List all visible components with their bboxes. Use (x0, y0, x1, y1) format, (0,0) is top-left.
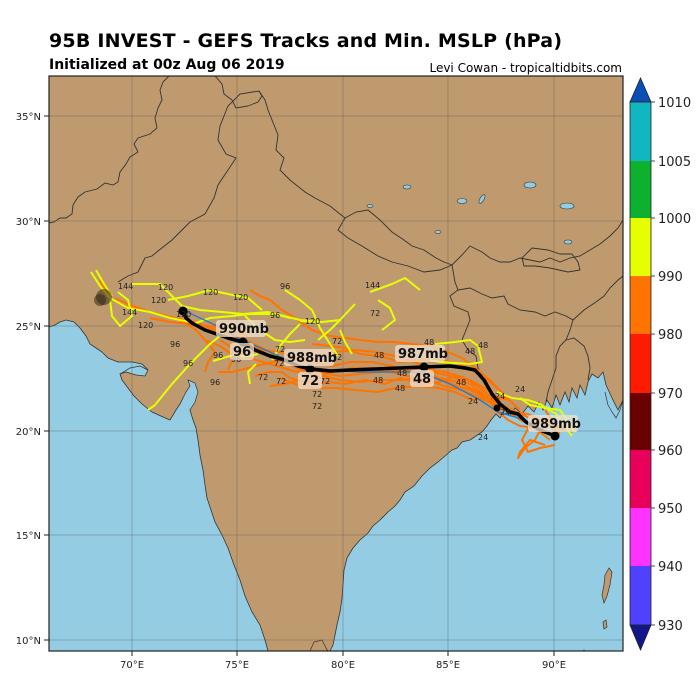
lat-label-15: 15°N (16, 531, 41, 542)
svg-text:96: 96 (170, 340, 180, 349)
lon-label-70: 70°E (120, 660, 144, 671)
colorbar-over-arrow (629, 77, 652, 103)
longitude-labels: 70°E 75°E 80°E 85°E 90°E (120, 651, 566, 671)
svg-text:24: 24 (500, 408, 510, 417)
svg-text:72: 72 (276, 377, 286, 386)
mean-hour-96: 96 (233, 345, 251, 360)
svg-text:72: 72 (332, 353, 342, 362)
andaman-islands (601, 567, 613, 605)
svg-text:96: 96 (210, 378, 220, 387)
member-hour-labels: 144 120 120 120 120 144 120 120 96 96 12… (118, 281, 525, 442)
lat-label-30: 30°N (16, 217, 41, 228)
cb-tick-1000: 1000 (658, 212, 691, 227)
svg-text:24: 24 (515, 385, 525, 394)
svg-text:48: 48 (465, 347, 475, 356)
svg-text:72: 72 (258, 373, 268, 382)
lon-label-75: 75°E (225, 660, 249, 671)
svg-text:24: 24 (478, 433, 488, 442)
svg-text:48: 48 (373, 376, 383, 385)
chart-title: 95B INVEST - GEFS Tracks and Min. MSLP (… (49, 30, 563, 52)
western-label-cluster (94, 289, 112, 306)
credit-text: Levi Cowan - tropicaltidbits.com (429, 61, 622, 75)
mean-hour-48: 48 (413, 372, 431, 387)
svg-text:48: 48 (478, 341, 488, 350)
svg-text:72: 72 (370, 309, 380, 318)
lon-label-90: 90°E (542, 660, 566, 671)
svg-text:48: 48 (395, 384, 405, 393)
svg-text:120: 120 (305, 317, 320, 326)
little-andaman (602, 619, 608, 630)
svg-text:48: 48 (397, 369, 407, 378)
mean-hour-72: 72 (301, 374, 319, 389)
cb-tick-1010: 1010 (658, 96, 691, 111)
cb-tick-980: 980 (658, 328, 683, 343)
svg-text:120: 120 (176, 310, 191, 319)
svg-text:96: 96 (183, 359, 193, 368)
lat-label-20: 20°N (16, 427, 41, 438)
cb-tick-950: 950 (658, 502, 683, 517)
init-time-subtitle: Initialized at 00z Aug 06 2019 (49, 57, 285, 73)
mean-label-987: 987mb (398, 347, 448, 362)
svg-text:48: 48 (456, 378, 466, 387)
svg-text:120: 120 (138, 321, 153, 330)
svg-text:96: 96 (270, 311, 280, 320)
svg-text:120: 120 (151, 296, 166, 305)
svg-text:96: 96 (280, 282, 290, 291)
lat-label-25: 25°N (16, 322, 41, 333)
svg-text:120: 120 (203, 288, 218, 297)
svg-text:72: 72 (312, 390, 322, 399)
latitude-labels: 35°N 30°N 25°N 20°N 15°N 10°N (16, 112, 49, 647)
cb-tick-990: 990 (658, 270, 683, 285)
lakes (366, 181, 575, 245)
mean-labels: 990mb 96 988mb 72 987mb 48 989mb (216, 320, 581, 432)
gulf-of-kutch (119, 365, 149, 375)
svg-text:24: 24 (468, 397, 478, 406)
land-mass (49, 76, 623, 651)
map-frame (48, 75, 624, 652)
sri-lanka (309, 639, 329, 651)
mean-track-points (178, 306, 560, 441)
mean-label-990: 990mb (219, 322, 269, 337)
svg-text:72: 72 (275, 345, 285, 354)
svg-text:144: 144 (118, 282, 133, 291)
svg-text:144: 144 (122, 308, 137, 317)
svg-text:144: 144 (365, 281, 380, 290)
svg-text:120: 120 (158, 283, 173, 292)
cb-tick-940: 940 (658, 560, 683, 575)
mean-label-989: 989mb (531, 417, 581, 432)
colorbar: 1010 1005 1000 990 980 970 960 950 940 9… (629, 77, 691, 652)
lon-label-80: 80°E (331, 660, 355, 671)
svg-text:72: 72 (274, 359, 284, 368)
gulf-of-khambhat (182, 379, 199, 411)
svg-text:72: 72 (332, 337, 342, 346)
svg-text:72: 72 (312, 402, 322, 411)
lon-label-85: 85°E (436, 660, 460, 671)
map-area: 144 120 120 120 120 144 120 120 96 96 12… (49, 76, 623, 651)
lat-label-10: 10°N (16, 636, 41, 647)
cb-tick-960: 960 (658, 444, 683, 459)
cb-tick-930: 930 (658, 619, 683, 634)
cb-tick-970: 970 (658, 387, 683, 402)
svg-text:72: 72 (320, 377, 330, 386)
svg-text:120: 120 (233, 293, 248, 302)
colorbar-under-arrow (629, 624, 652, 652)
lat-label-35: 35°N (16, 112, 41, 123)
svg-text:96: 96 (213, 351, 223, 360)
svg-text:24: 24 (495, 392, 505, 401)
myanmar-coast (604, 391, 623, 419)
mean-label-988: 988mb (287, 351, 337, 366)
svg-text:48: 48 (424, 338, 434, 347)
svg-text:48: 48 (374, 351, 384, 360)
mean-track (181, 310, 556, 438)
cb-tick-1005: 1005 (658, 155, 691, 170)
